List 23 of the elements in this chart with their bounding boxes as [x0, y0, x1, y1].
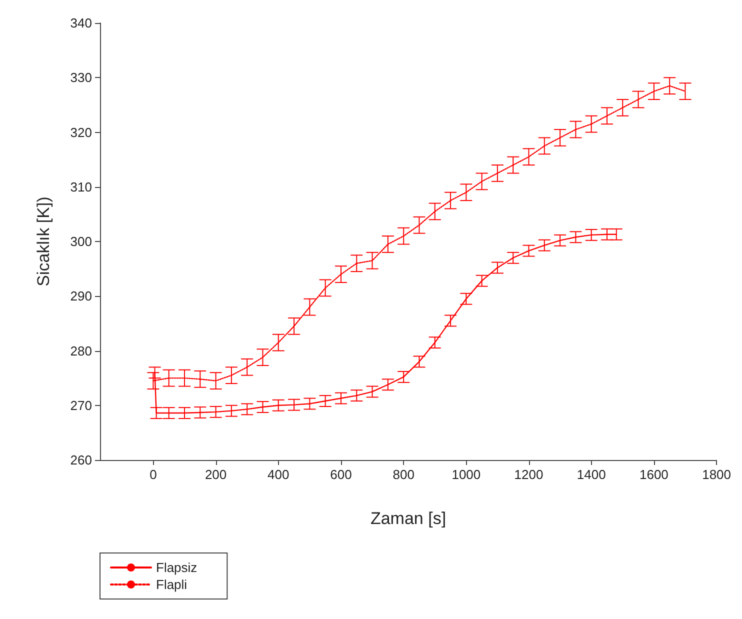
y-tick-label: 260 — [70, 452, 92, 468]
legend-label: Flapsiz — [156, 560, 198, 575]
y-tick-label: 300 — [70, 234, 92, 249]
x-tick-label: 1600 — [639, 467, 668, 482]
x-tick-label: 1200 — [514, 467, 544, 482]
x-tick-label: 600 — [330, 467, 352, 482]
x-tick-label: 0 — [150, 467, 157, 482]
x-tick-label: 800 — [392, 467, 414, 482]
y-axis-title: Sicaklık [K]) — [34, 196, 53, 286]
y-tick-label: 270 — [70, 398, 92, 413]
x-tick-label: 1000 — [452, 467, 481, 482]
y-tick-label: 280 — [70, 343, 92, 358]
y-tick-label: 330 — [70, 70, 92, 86]
x-axis-title: Zaman [s] — [370, 509, 446, 528]
y-tick-label: 310 — [70, 179, 92, 194]
x-tick-label: 1800 — [702, 467, 731, 482]
x-tick-label: 400 — [268, 467, 290, 482]
x-tick-label: 200 — [204, 467, 227, 482]
y-tick-label: 320 — [70, 124, 92, 140]
x-tick-label: 1400 — [576, 467, 606, 482]
legend-label: Flapli — [156, 577, 188, 592]
y-tick-label: 340 — [70, 16, 92, 30]
y-tick-label: 290 — [70, 288, 92, 304]
